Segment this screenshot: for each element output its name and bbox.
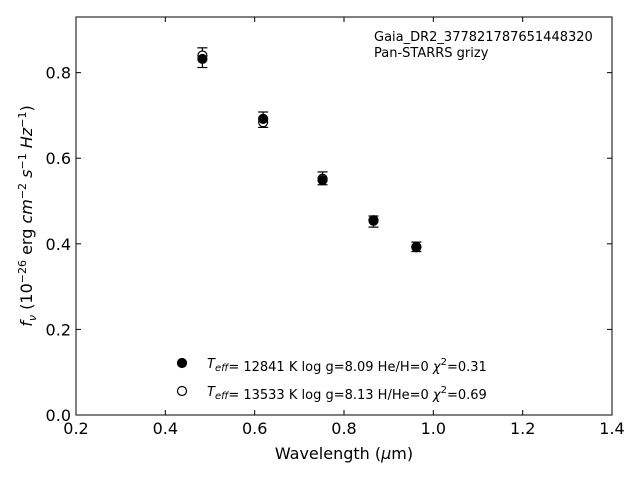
legend-entry: Teff= 12841 K log g=8.09 He/H=0 χ2=0.31 — [207, 357, 487, 375]
data-point-filled — [258, 113, 269, 124]
legend-marker-open — [176, 385, 188, 397]
x-tick-label: 1.4 — [599, 419, 624, 438]
annotation-line-1: Gaia_DR2_377821787651448320 — [374, 30, 593, 45]
data-point-filled — [197, 53, 208, 65]
data-point-filled — [317, 174, 328, 186]
x-tick-label: 0.2 — [63, 419, 88, 438]
y-tick-label: 0.8 — [46, 64, 71, 83]
legend: Teff= 12841 K log g=8.09 He/H=0 χ2=0.31 T… — [176, 357, 487, 403]
x-tick-label: 0.8 — [331, 419, 356, 438]
x-tick-label: 0.4 — [153, 419, 178, 438]
plot-area — [75, 16, 613, 416]
x-axis-label: Wavelength (μm) — [275, 444, 413, 463]
x-tick-label: 0.6 — [242, 419, 267, 438]
y-axis-label: fν (10−26 erg cm−2 s−1 Hz−1) — [16, 105, 39, 326]
y-tick-label: 0.0 — [46, 406, 71, 425]
legend-marker-filled — [176, 357, 188, 369]
y-tick-label: 0.6 — [46, 149, 71, 168]
x-tick-label: 1.2 — [510, 419, 535, 438]
y-tick-label: 0.4 — [46, 235, 71, 254]
data-point-filled — [368, 215, 379, 226]
annotation-line-2: Pan-STARRS grizy — [374, 46, 489, 61]
x-tick-label: 1.0 — [421, 419, 446, 438]
data-point-filled — [411, 242, 422, 253]
y-tick-label: 0.2 — [46, 320, 71, 339]
legend-entry: Teff= 13533 K log g=8.13 H/He=0 χ2=0.69 — [207, 385, 487, 403]
